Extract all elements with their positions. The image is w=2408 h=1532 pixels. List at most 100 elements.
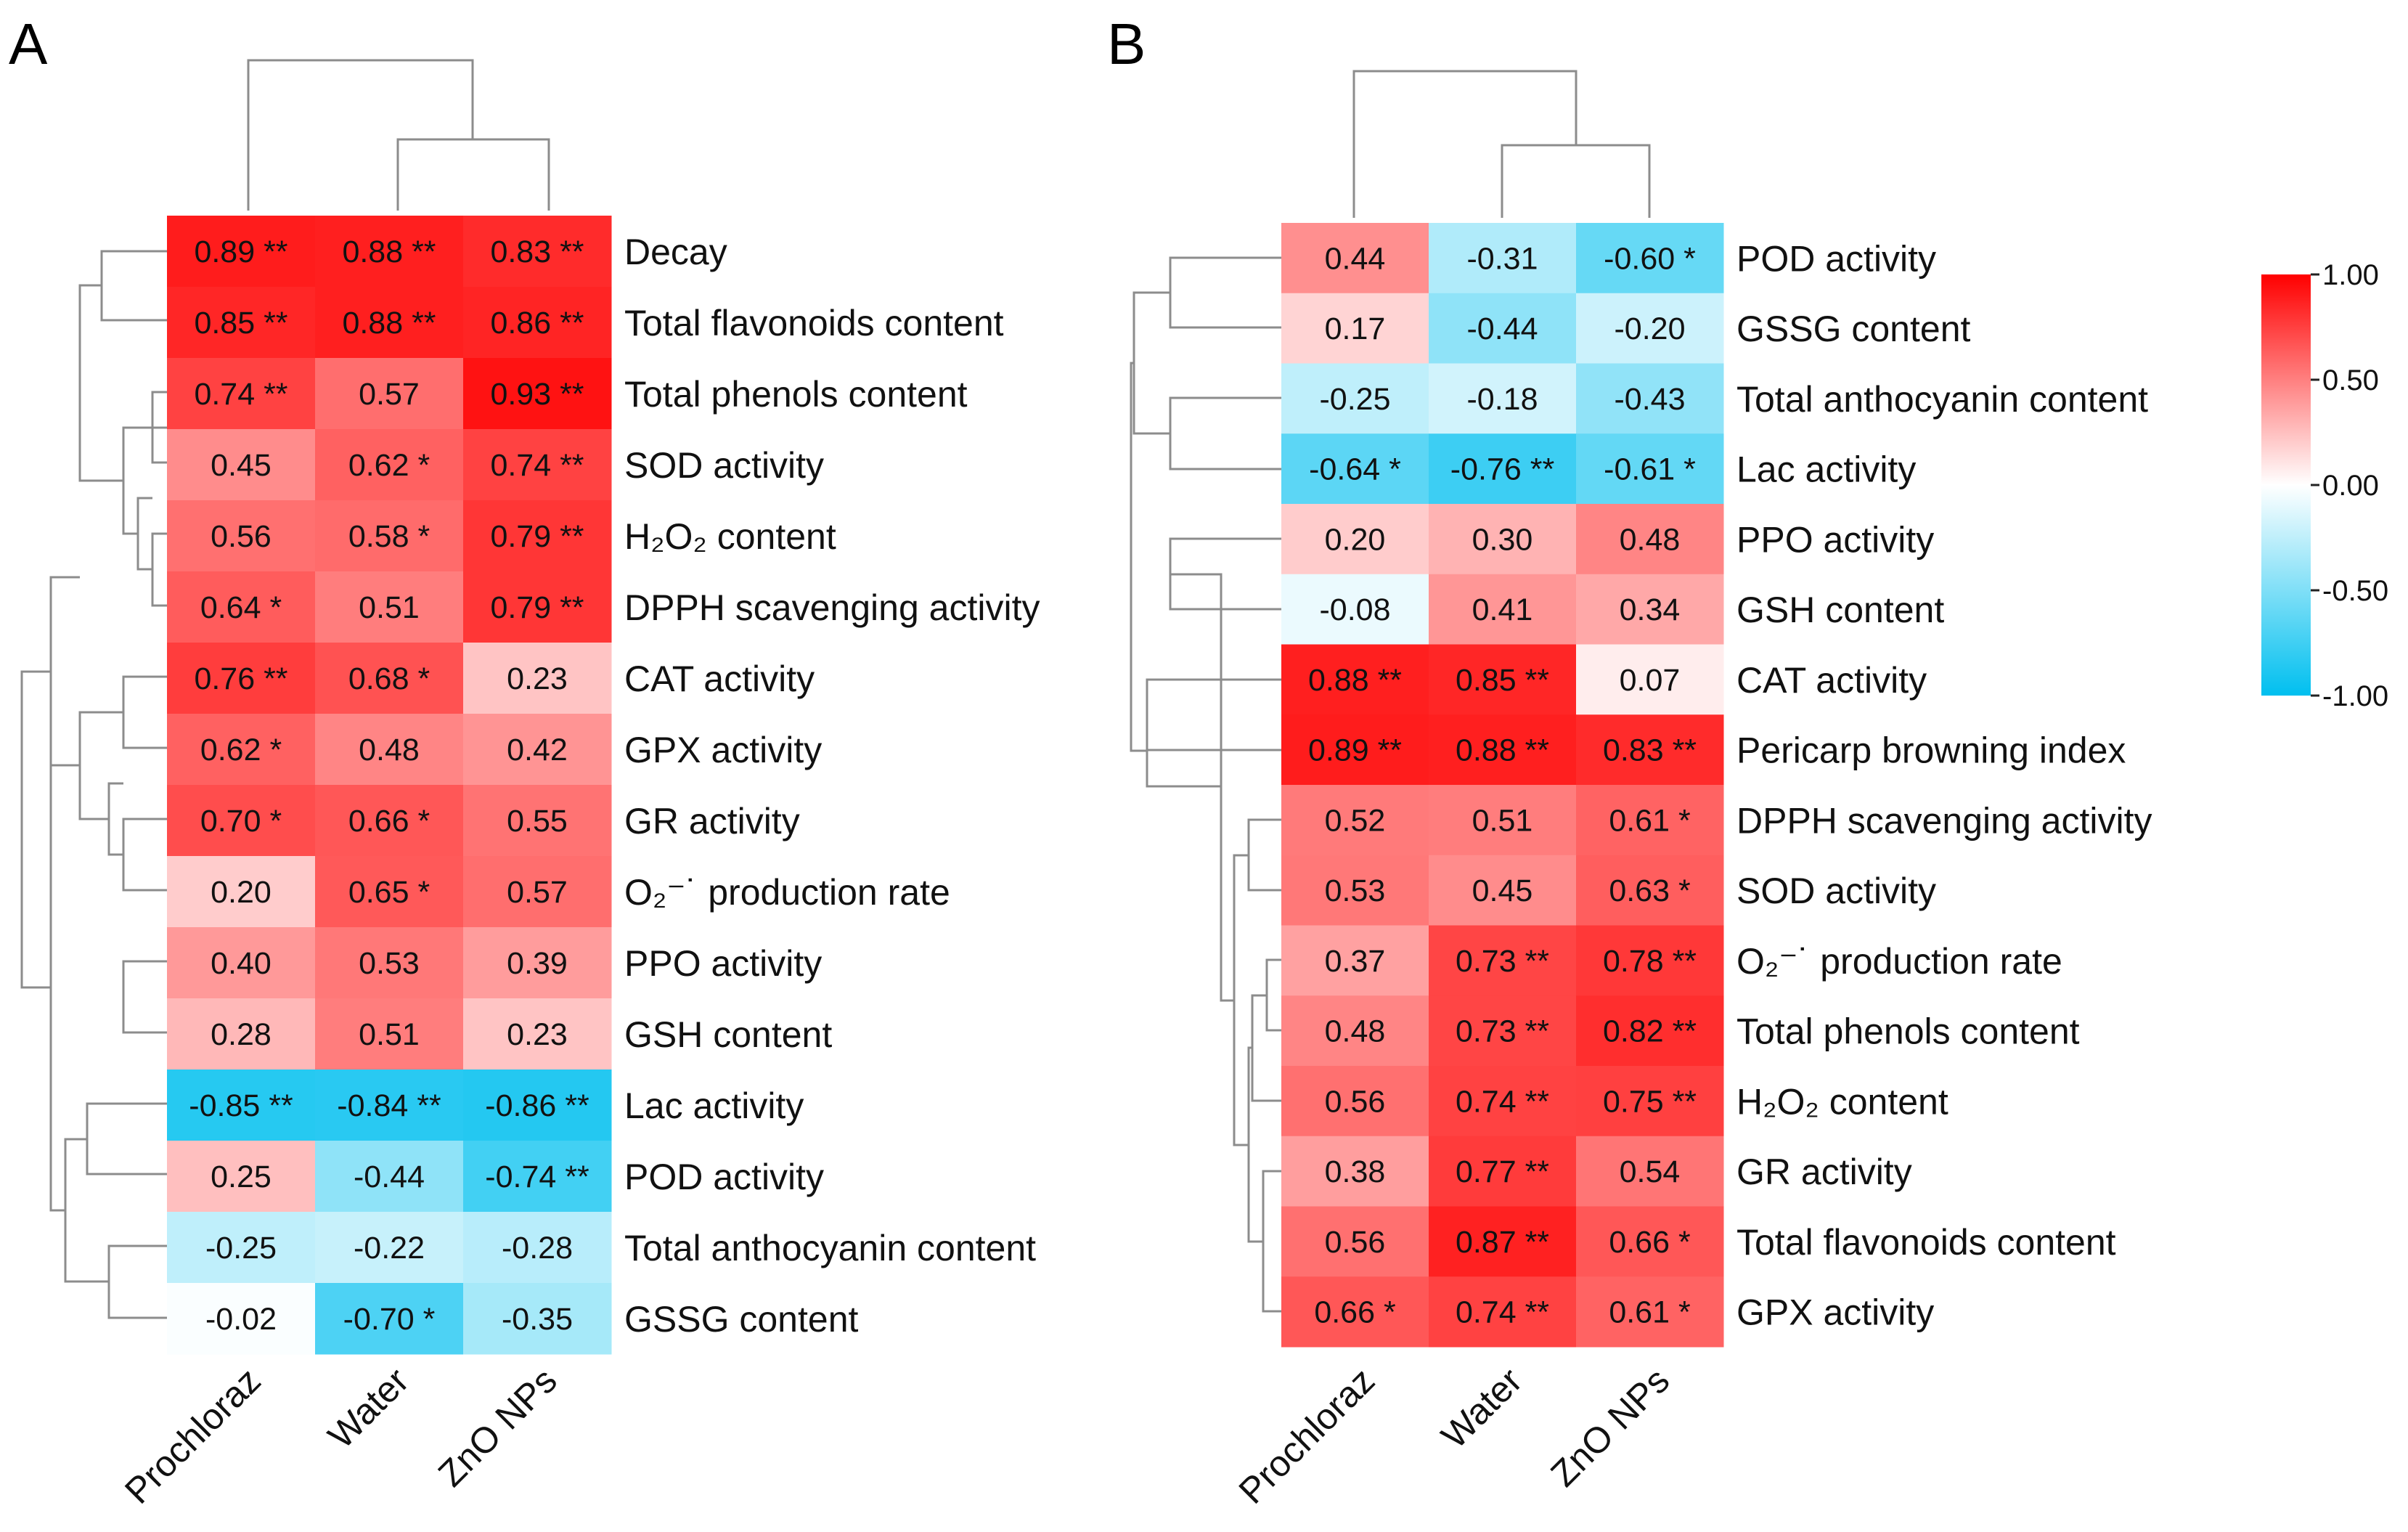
heatmap-cell: 0.93 ** — [463, 358, 612, 430]
cell-value: 0.57 — [507, 875, 568, 910]
cell-value: -0.86 ** — [485, 1088, 589, 1123]
cell-rect — [1281, 293, 1429, 364]
heatmap-cell: -0.74 ** — [463, 1141, 612, 1213]
heatmap-cell: -0.64 * — [1281, 433, 1429, 505]
cell-rect — [167, 927, 316, 999]
heatmap-cell: -0.43 — [1576, 363, 1724, 434]
heatmap-cell: 0.74 ** — [1429, 1276, 1577, 1348]
row-label: Lac activity — [1736, 449, 1916, 490]
heatmap-cell: 0.70 * — [167, 785, 316, 857]
cell-value: 0.51 — [359, 590, 420, 625]
cell-value: 0.40 — [211, 946, 272, 981]
cell-rect — [1576, 1066, 1724, 1137]
colorbar-tick-label: 0.00 — [2322, 470, 2379, 502]
cell-value: 0.89 ** — [1308, 733, 1402, 768]
heatmap-cell: 0.63 * — [1576, 855, 1724, 926]
column-label: Prochloraz — [1231, 1360, 1383, 1512]
row-label: O₂⁻˙ production rate — [624, 872, 950, 913]
heatmap-cell: -0.08 — [1281, 574, 1429, 645]
colorbar: 1.00 0.50 0.00 -0.50 -1.00 — [2261, 259, 2388, 712]
cell-rect — [1576, 1276, 1724, 1348]
heatmap-panel-b: 0.44 -0.31 -0.60 * 0.17 -0.44 -0.20 -0.25 -0.18… — [1130, 70, 2152, 1512]
heatmap-cell: 0.83 ** — [463, 216, 612, 288]
cell-rect — [167, 714, 316, 786]
row-labels-a: Decay Total flavonoids content Total pheno… — [624, 232, 1040, 1340]
heatmap-cell: 0.51 — [315, 571, 464, 643]
cell-value: -0.85 ** — [189, 1088, 293, 1123]
row-label: DPPH scavenging activity — [624, 587, 1040, 628]
heatmap-cell: 0.62 * — [315, 429, 464, 501]
cell-value: 0.37 — [1325, 944, 1386, 979]
cell-value: -0.60 * — [1604, 241, 1696, 276]
cell-rect — [1429, 433, 1577, 505]
cell-rect — [463, 1069, 612, 1141]
cell-value: 0.51 — [1472, 803, 1533, 838]
cell-rect — [1429, 995, 1577, 1067]
heatmap-cell: 0.52 — [1281, 785, 1429, 856]
heatmap-cell: 0.66 * — [315, 785, 464, 857]
heatmap-cell: 0.57 — [315, 358, 464, 430]
heatmap-cell: 0.37 — [1281, 925, 1429, 996]
heatmap-cell: 0.55 — [463, 785, 612, 857]
cell-value: 0.88 ** — [1308, 663, 1402, 698]
cell-value: 0.53 — [359, 946, 420, 981]
cell-value: 0.07 — [1620, 663, 1681, 698]
cell-rect — [1576, 433, 1724, 505]
cell-value: 0.57 — [359, 377, 420, 412]
cell-rect — [1281, 433, 1429, 505]
cell-rect — [463, 1283, 612, 1355]
heatmap-cell: 0.39 — [463, 927, 612, 999]
heatmap-cell: 0.53 — [315, 927, 464, 999]
cell-value: 0.89 ** — [194, 235, 287, 269]
cell-rect — [1429, 223, 1577, 294]
heatmap-cell: 0.28 — [167, 998, 316, 1070]
cell-rect — [463, 358, 612, 430]
cell-rect — [167, 785, 316, 857]
cell-rect — [1429, 1066, 1577, 1137]
cell-rect — [315, 998, 464, 1070]
cell-rect — [463, 429, 612, 501]
heatmap-cell: 0.34 — [1576, 574, 1724, 645]
cell-value: 0.70 * — [200, 804, 282, 839]
row-label: GSSG content — [1736, 309, 1970, 349]
heatmap-cell: 0.30 — [1429, 504, 1577, 575]
heatmap-cell: 0.38 — [1281, 1136, 1429, 1207]
cell-value: 0.28 — [211, 1017, 272, 1052]
heatmap-cell: 0.64 * — [167, 571, 316, 643]
cell-value: 0.34 — [1620, 592, 1681, 627]
row-label: SOD activity — [624, 445, 824, 486]
cell-rect — [463, 998, 612, 1070]
cell-value: -0.70 * — [343, 1302, 436, 1337]
row-label: CAT activity — [624, 659, 815, 699]
cell-rect — [315, 1212, 464, 1284]
heatmap-cell: 0.74 ** — [167, 358, 316, 430]
cell-value: 0.88 ** — [342, 306, 436, 341]
cell-value: 0.83 ** — [1603, 733, 1697, 768]
cell-value: 0.83 ** — [490, 235, 584, 269]
colorbar-tick-label: -1.00 — [2322, 680, 2388, 712]
row-label: Total phenols content — [1736, 1011, 2080, 1052]
cell-value: 0.74 ** — [1456, 1084, 1549, 1119]
cell-value: -0.02 — [205, 1302, 277, 1337]
heatmap-cell: 0.88 ** — [1429, 714, 1577, 786]
colorbar-ticks: 1.00 0.50 0.00 -0.50 -1.00 — [2311, 259, 2388, 712]
cell-value: 0.23 — [507, 661, 568, 696]
cell-rect — [1281, 1276, 1429, 1348]
row-label: GPX activity — [1736, 1292, 1934, 1333]
cell-rect — [315, 1283, 464, 1355]
cell-rect — [1429, 644, 1577, 715]
cell-rect — [315, 500, 464, 572]
cell-rect — [167, 571, 316, 643]
row-label: Total flavonoids content — [1736, 1222, 2116, 1263]
heatmap-cell: 0.62 * — [167, 714, 316, 786]
cell-value: 0.79 ** — [490, 590, 584, 625]
cell-rect — [463, 1212, 612, 1284]
cell-rect — [1429, 363, 1577, 434]
row-labels-b: POD activity GSSG content Total anthocyani… — [1736, 238, 2152, 1332]
heatmap-cell: 0.88 ** — [315, 216, 464, 288]
cell-value: 0.39 — [507, 946, 568, 981]
heatmap-cell: -0.84 ** — [315, 1069, 464, 1141]
heatmap-cell: 0.41 — [1429, 574, 1577, 645]
column-label: Prochloraz — [117, 1360, 269, 1512]
cell-rect — [167, 1212, 316, 1284]
